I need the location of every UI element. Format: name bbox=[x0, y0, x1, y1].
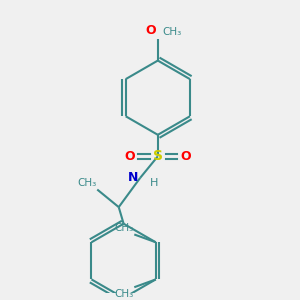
Text: H: H bbox=[150, 178, 158, 188]
Text: O: O bbox=[125, 150, 135, 163]
Text: CH₃: CH₃ bbox=[114, 223, 133, 232]
Text: CH₃: CH₃ bbox=[114, 289, 133, 299]
Text: O: O bbox=[145, 24, 156, 37]
Text: O: O bbox=[180, 150, 191, 163]
Text: N: N bbox=[128, 171, 138, 184]
Text: S: S bbox=[153, 149, 163, 163]
Text: CH₃: CH₃ bbox=[163, 27, 182, 37]
Text: CH₃: CH₃ bbox=[77, 178, 96, 188]
